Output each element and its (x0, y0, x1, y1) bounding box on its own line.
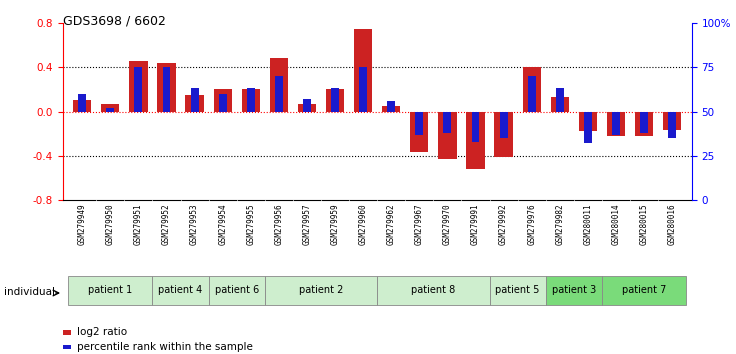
Bar (354, 29, 372, 112)
Bar (247, 88, 255, 112)
Bar (472, 112, 479, 142)
Text: GSM279970: GSM279970 (443, 204, 452, 245)
Bar (635, 112, 654, 136)
Bar (387, 101, 395, 112)
Bar (359, 67, 367, 112)
Text: GSM280016: GSM280016 (668, 204, 676, 245)
Bar (298, 104, 316, 112)
Text: GSM279950: GSM279950 (106, 204, 115, 245)
Bar (163, 67, 171, 112)
Text: individual: individual (4, 287, 54, 297)
Bar (73, 101, 91, 112)
Bar (444, 112, 451, 133)
Text: patient 1: patient 1 (88, 285, 132, 295)
Text: GSM280015: GSM280015 (640, 204, 648, 245)
FancyBboxPatch shape (152, 276, 208, 304)
FancyBboxPatch shape (489, 276, 546, 304)
Text: GSM279949: GSM279949 (78, 204, 87, 245)
Bar (158, 63, 176, 112)
Bar (382, 106, 400, 112)
Bar (101, 104, 119, 112)
Text: GDS3698 / 6602: GDS3698 / 6602 (63, 14, 166, 27)
Bar (467, 112, 484, 169)
Bar (303, 99, 311, 112)
Text: patient 2: patient 2 (299, 285, 343, 295)
Bar (185, 95, 204, 112)
Bar (612, 112, 620, 135)
Text: patient 8: patient 8 (411, 285, 456, 295)
Text: GSM280011: GSM280011 (584, 204, 592, 245)
Bar (326, 89, 344, 112)
Text: patient 4: patient 4 (158, 285, 202, 295)
Bar (241, 89, 260, 112)
Bar (135, 67, 142, 112)
Bar (130, 61, 147, 112)
Text: GSM279959: GSM279959 (330, 204, 339, 245)
Bar (556, 88, 564, 112)
Text: GSM279976: GSM279976 (527, 204, 537, 245)
Bar (191, 88, 199, 112)
Bar (107, 108, 114, 112)
Bar (415, 112, 423, 135)
Text: GSM279962: GSM279962 (386, 204, 396, 245)
Bar (578, 112, 597, 131)
Text: log2 ratio: log2 ratio (77, 327, 127, 337)
Bar (528, 76, 536, 112)
Bar (410, 112, 428, 153)
Bar (331, 88, 339, 112)
Bar (495, 112, 513, 157)
Text: GSM279960: GSM279960 (358, 204, 368, 245)
FancyBboxPatch shape (265, 276, 377, 304)
Text: GSM279991: GSM279991 (471, 204, 480, 245)
Text: GSM279951: GSM279951 (134, 204, 143, 245)
Text: patient 5: patient 5 (495, 285, 539, 295)
Bar (500, 112, 508, 138)
Text: GSM279953: GSM279953 (190, 204, 199, 245)
Bar (439, 112, 456, 159)
Text: GSM280014: GSM280014 (612, 204, 620, 245)
Text: patient 6: patient 6 (215, 285, 259, 295)
Bar (275, 76, 283, 112)
Bar (668, 112, 676, 138)
Text: GSM279967: GSM279967 (415, 204, 424, 245)
Bar (523, 67, 541, 112)
Bar (584, 112, 592, 143)
Text: GSM279954: GSM279954 (218, 204, 227, 245)
FancyBboxPatch shape (602, 276, 686, 304)
Text: GSM279956: GSM279956 (275, 204, 283, 245)
FancyBboxPatch shape (208, 276, 265, 304)
Bar (663, 112, 682, 130)
Bar (640, 112, 648, 133)
Bar (213, 89, 232, 112)
FancyBboxPatch shape (68, 276, 152, 304)
Bar (78, 94, 86, 112)
Text: GSM279955: GSM279955 (247, 204, 255, 245)
Text: percentile rank within the sample: percentile rank within the sample (77, 342, 252, 352)
Text: GSM279982: GSM279982 (555, 204, 565, 245)
Text: GSM279957: GSM279957 (302, 204, 311, 245)
FancyBboxPatch shape (546, 276, 602, 304)
Text: patient 3: patient 3 (552, 285, 596, 295)
FancyBboxPatch shape (377, 276, 489, 304)
Bar (219, 94, 227, 112)
Bar (270, 58, 288, 112)
Text: GSM279992: GSM279992 (499, 204, 508, 245)
Bar (551, 97, 569, 112)
Text: patient 7: patient 7 (622, 285, 666, 295)
Text: GSM279952: GSM279952 (162, 204, 171, 245)
Bar (607, 112, 625, 136)
